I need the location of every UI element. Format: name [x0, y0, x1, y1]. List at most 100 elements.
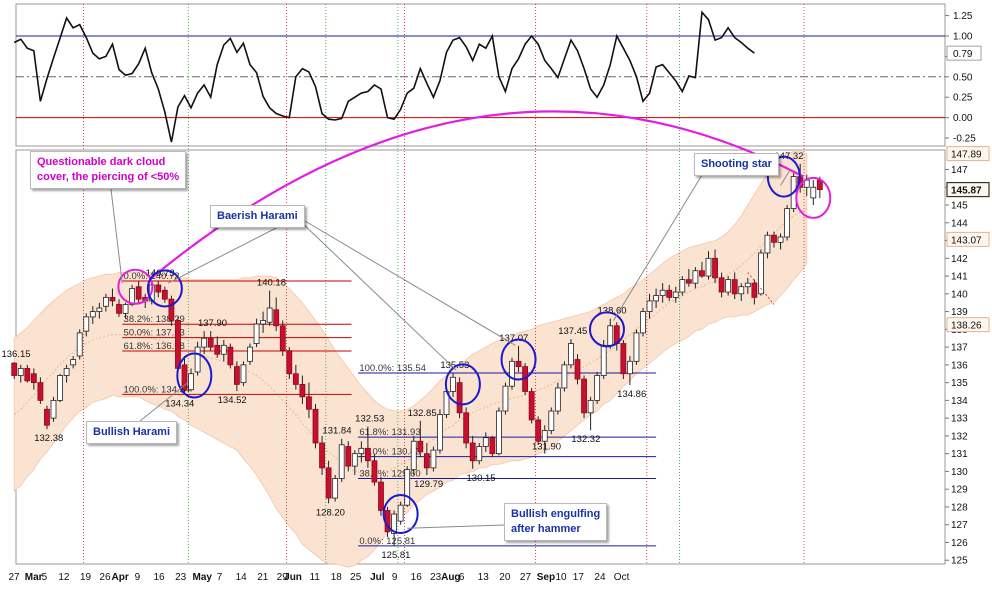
candle-down — [279, 325, 286, 352]
candle-down — [620, 343, 627, 375]
candle-up — [70, 359, 77, 366]
x-axis-label: 19 — [80, 572, 92, 583]
highlight-circle — [766, 155, 801, 198]
candle-down — [135, 286, 142, 300]
candle-down — [712, 257, 718, 279]
candle-down — [109, 296, 116, 302]
candle-up — [50, 399, 57, 419]
price-tick-label: 137 — [951, 343, 968, 354]
candle-down — [116, 304, 122, 314]
price-label: 132.38 — [34, 433, 63, 444]
fib-level-label: 61.8%: 136.78 — [124, 341, 185, 352]
price-label: 132.53 — [355, 413, 384, 424]
candle-down — [325, 467, 332, 499]
indicator-tick-label: 1.25 — [953, 11, 973, 22]
x-axis-label: 26 — [99, 572, 111, 583]
annotation-leader-line — [299, 220, 457, 371]
price-tick-label: 132 — [951, 431, 968, 442]
fib-level-label: 100.0%: 135.54 — [359, 363, 426, 374]
candle-down — [699, 270, 705, 277]
indicator-last-value-label: 0.79 — [953, 49, 973, 60]
price-tick-label: 126 — [951, 538, 968, 549]
candle-down — [535, 419, 542, 442]
candle-up — [594, 375, 601, 401]
price-label: 131.90 — [532, 442, 561, 453]
candle-up — [784, 208, 790, 238]
indicator-tick-label: 1.00 — [953, 32, 973, 43]
candle-down — [161, 289, 168, 300]
candle-up — [646, 300, 653, 312]
annotation-dark-cloud: Questionable dark cloud cover, the pierc… — [30, 151, 187, 189]
candle-up — [672, 291, 679, 298]
candle-up — [633, 332, 640, 362]
highlight-circle — [176, 352, 213, 399]
price-label: 140.73 — [146, 268, 175, 279]
price-label: 129.79 — [414, 479, 443, 490]
highlight-circle — [444, 363, 481, 406]
candle-down — [214, 344, 221, 355]
x-axis-label: 25 — [350, 572, 362, 583]
x-axis-label: 20 — [499, 572, 511, 583]
candle-up — [705, 257, 712, 277]
annotation-line: Questionable dark cloud — [37, 156, 166, 168]
candle-up — [568, 343, 574, 366]
price-tick-label: 128 — [951, 502, 968, 513]
annotation-line: Shooting star — [701, 158, 772, 170]
candle-up — [253, 323, 260, 344]
candle-up — [450, 376, 456, 392]
candle-up — [404, 469, 411, 506]
x-axis-label: 9 — [135, 572, 141, 583]
candle-up — [758, 252, 764, 295]
price-tick-label: 134 — [951, 396, 968, 407]
candle-down — [273, 309, 280, 327]
price-tick-label: 140 — [951, 289, 968, 300]
annotation-leader-line — [613, 169, 706, 321]
candle-up — [476, 446, 483, 462]
x-axis-label: 24 — [594, 572, 606, 583]
candle-up — [587, 399, 594, 414]
highlight-circle — [382, 494, 419, 535]
fib-level-label: 50.0%: 137.53 — [124, 328, 185, 339]
price-tag-box — [946, 317, 990, 333]
highlight-circle — [500, 338, 537, 381]
candle-up — [96, 307, 103, 312]
candle-down — [731, 279, 738, 295]
candle-down — [30, 373, 37, 384]
candle-up — [57, 375, 63, 401]
candle-up — [194, 346, 201, 373]
indicator-panel-frame — [15, 3, 946, 147]
x-axis-label: Jun — [284, 572, 302, 583]
x-axis-label: Sep — [537, 572, 555, 583]
price-tick-label: 125 — [951, 556, 968, 567]
candle-down — [175, 320, 181, 369]
candle-up — [76, 332, 83, 357]
price-label: 125.81 — [381, 550, 410, 561]
x-axis-label: 10 — [555, 572, 567, 583]
candle-up — [810, 186, 817, 199]
candle-down — [489, 437, 496, 455]
price-tick-label: 133 — [951, 414, 968, 425]
x-axis-label: 18 — [331, 572, 343, 583]
price-tag-box — [946, 231, 990, 247]
resistance-hint-line — [747, 272, 775, 305]
candle-down — [685, 279, 692, 284]
candle-up — [627, 360, 633, 375]
price-tick-label: 141 — [951, 272, 968, 283]
x-axis-label: 14 — [236, 572, 248, 583]
price-tag-label: 138.26 — [951, 321, 982, 332]
x-axis-label: 23 — [430, 572, 442, 583]
candle-down — [666, 289, 673, 298]
annotation-leader-line — [407, 524, 505, 529]
price-label: 134.86 — [617, 389, 646, 400]
price-label: 137.90 — [198, 318, 227, 329]
price-label: 138.60 — [598, 306, 627, 317]
candle-up — [600, 344, 607, 376]
annotation-line: Baerish Harami — [217, 210, 298, 222]
candle-up — [410, 440, 417, 471]
candle-up — [188, 373, 194, 391]
x-axis-label: 12 — [58, 572, 70, 583]
highlight-circle — [795, 176, 832, 219]
candle-up — [692, 270, 699, 284]
